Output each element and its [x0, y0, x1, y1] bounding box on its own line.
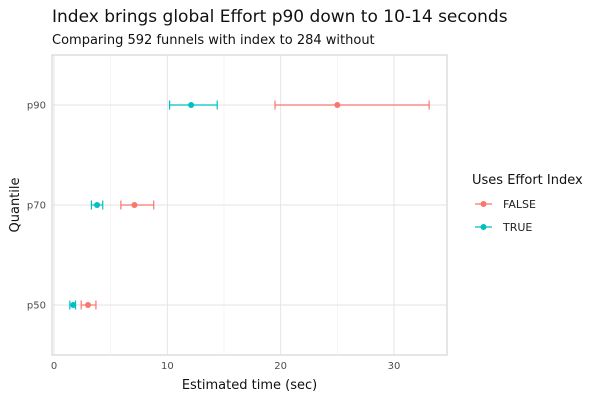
y-tick-label: p70	[27, 201, 46, 212]
legend-label: FALSE	[503, 198, 536, 211]
x-axis-title: Estimated time (sec)	[182, 378, 317, 393]
data-point	[131, 202, 138, 208]
data-point-group	[80, 300, 97, 310]
grid-lines	[52, 55, 447, 355]
data-point-group	[90, 200, 104, 210]
legend-item: TRUE	[475, 221, 532, 234]
x-tick-label: 20	[274, 361, 287, 372]
data-point-group	[274, 100, 430, 110]
tick-labels: 0 10 20 30 p50 p70 p90	[27, 101, 400, 373]
data-point-group	[169, 100, 218, 110]
data-point	[85, 302, 91, 308]
data-point	[94, 202, 101, 208]
legend-label: TRUE	[502, 221, 532, 234]
data-point-group	[120, 200, 155, 210]
data-point	[70, 302, 77, 308]
x-tick-label: 10	[161, 361, 174, 372]
y-tick-label: p50	[27, 301, 46, 312]
legend-items: FALSE TRUE	[475, 198, 536, 234]
data-point-group	[69, 300, 77, 310]
x-tick-label: 0	[51, 361, 57, 372]
y-axis-title: Quantile	[8, 178, 23, 233]
data-point	[188, 102, 195, 108]
legend: Uses Effort Index FALSE TRUE	[472, 173, 583, 234]
data-point	[334, 102, 341, 108]
legend-key-point	[480, 201, 487, 207]
legend-key-point	[480, 224, 487, 230]
x-tick-label: 30	[388, 361, 401, 372]
y-tick-label: p90	[27, 101, 46, 112]
chart-title: Index brings global Effort p90 down to 1…	[52, 7, 508, 27]
legend-title: Uses Effort Index	[472, 173, 583, 188]
data-layer	[69, 100, 430, 310]
legend-item: FALSE	[475, 198, 536, 211]
chart-subtitle: Comparing 592 funnels with index to 284 …	[52, 33, 375, 48]
